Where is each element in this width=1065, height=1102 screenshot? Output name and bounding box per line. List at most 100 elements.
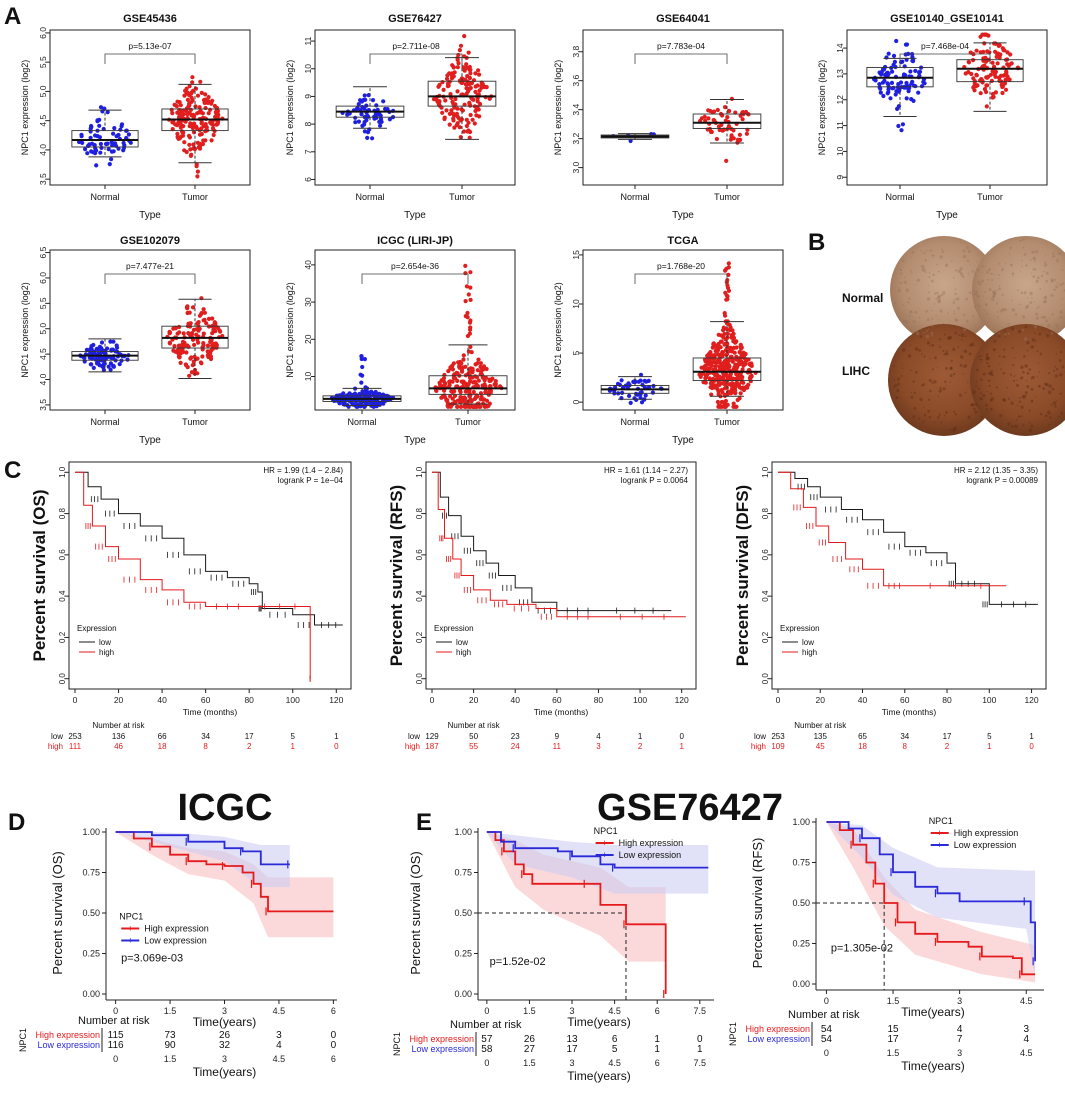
ihc-texture-dot — [939, 346, 942, 349]
ihc-texture-dot — [897, 382, 900, 386]
ihc-texture-dot — [1040, 274, 1044, 278]
data-point — [112, 126, 117, 131]
data-point — [182, 93, 187, 98]
x-tick-label: 4.5 — [273, 1006, 286, 1016]
x-tick-label: 80 — [594, 695, 604, 705]
ihc-texture-dot — [995, 386, 998, 389]
legend-marker: + — [128, 935, 133, 945]
ihc-texture-dot — [1058, 251, 1062, 256]
ihc-texture-dot — [947, 353, 949, 355]
data-point — [728, 325, 733, 330]
ihc-texture-dot — [1021, 328, 1025, 332]
y-tick-label: 0.4 — [761, 590, 770, 602]
ihc-texture-dot — [930, 331, 934, 335]
data-point — [891, 53, 897, 59]
x-axis-label: Type — [404, 435, 426, 446]
ihc-texture-dot — [988, 379, 991, 383]
risk-value: 17 — [566, 1044, 578, 1055]
data-point — [211, 132, 216, 138]
data-point — [208, 120, 213, 125]
ihc-texture-dot — [910, 310, 913, 313]
y-tick-label: 5 — [571, 350, 581, 355]
ihc-texture-dot — [984, 403, 988, 407]
x-axis-label: Type — [936, 210, 958, 221]
data-point — [191, 121, 196, 127]
data-point — [441, 87, 446, 92]
ihc-texture-dot — [937, 395, 939, 398]
risk-value: 136 — [112, 732, 126, 741]
x-tick-label: 80 — [942, 695, 952, 705]
ihc-texture-dot — [939, 309, 943, 313]
data-point — [91, 342, 96, 348]
ihc-texture-dot — [953, 299, 956, 301]
ihc-normal-core-1 — [890, 236, 998, 344]
ihc-texture-dot — [999, 363, 1001, 365]
data-point — [740, 117, 745, 122]
data-point — [737, 361, 743, 367]
data-point — [106, 364, 111, 369]
x-tick-label: 0 — [73, 695, 78, 705]
data-point — [467, 100, 472, 105]
ihc-texture-dot — [962, 249, 966, 253]
ihc-texture-dot — [961, 326, 964, 328]
data-point — [204, 321, 209, 326]
ihc-texture-dot — [1039, 352, 1043, 356]
data-point — [888, 96, 893, 101]
ihc-texture-dot — [939, 387, 942, 390]
ihc-texture-dot — [967, 415, 971, 419]
y-tick-label: 0.2 — [415, 631, 424, 643]
plot-frame — [49, 29, 251, 186]
ihc-texture-dot — [978, 282, 982, 286]
ihc-texture-dot — [1056, 325, 1059, 328]
ihc-texture-dot — [931, 344, 934, 347]
ihc-texture-dot — [924, 259, 927, 262]
significance-bracket — [634, 273, 728, 284]
data-point — [201, 124, 206, 129]
data-point — [203, 105, 208, 111]
data-point — [890, 69, 895, 74]
risk-value: 58 — [481, 1044, 493, 1055]
risk-value: 45 — [816, 742, 825, 751]
ihc-texture-dot — [934, 356, 937, 360]
ihc-texture-dot — [972, 407, 976, 411]
data-point — [184, 86, 189, 91]
ihc-texture-dot — [959, 272, 964, 276]
section-title-gse76427: GSE76427 — [597, 787, 783, 829]
ihc-texture-dot — [938, 389, 942, 393]
risk-value: 23 — [511, 732, 520, 741]
ihc-texture-dot — [898, 378, 901, 380]
ihc-texture-dot — [1054, 374, 1058, 378]
risk-value: 135 — [814, 732, 828, 741]
data-point — [365, 135, 370, 140]
data-point — [174, 123, 179, 128]
ihc-texture-dot — [935, 297, 938, 301]
data-point — [473, 89, 478, 94]
data-point — [181, 349, 186, 355]
data-point — [177, 107, 182, 112]
ihc-texture-dot — [965, 246, 969, 250]
risk-value: 26 — [524, 1034, 536, 1045]
data-point — [477, 88, 482, 93]
ihc-texture-dot — [1023, 291, 1027, 295]
ihc-texture-dot — [1005, 262, 1007, 264]
ihc-texture-dot — [984, 303, 987, 306]
data-point — [731, 401, 736, 406]
data-point — [450, 379, 455, 384]
data-point — [199, 131, 204, 137]
ihc-texture-dot — [1059, 283, 1063, 286]
data-point — [613, 385, 618, 390]
y-tick-label: 4.0 — [38, 144, 48, 156]
data-point — [87, 355, 92, 360]
data-point — [468, 379, 473, 384]
ihc-texture-dot — [1044, 319, 1049, 323]
logrank-p: logrank P = 0.0064 — [621, 476, 689, 485]
ihc-texture-dot — [912, 320, 916, 323]
data-point — [487, 96, 492, 101]
data-point — [706, 108, 711, 113]
data-point — [182, 148, 187, 153]
data-point — [177, 100, 182, 105]
ggsurv-plot-E1: 0.00 0.25 0.50 0.75 1.00 0 1.5 3 4.5 6 7.5 Time(yea… — [392, 826, 714, 1083]
ihc-texture-dot — [933, 254, 935, 257]
chart-title: GSE102079 — [120, 235, 180, 247]
ihc-texture-dot — [937, 300, 941, 304]
